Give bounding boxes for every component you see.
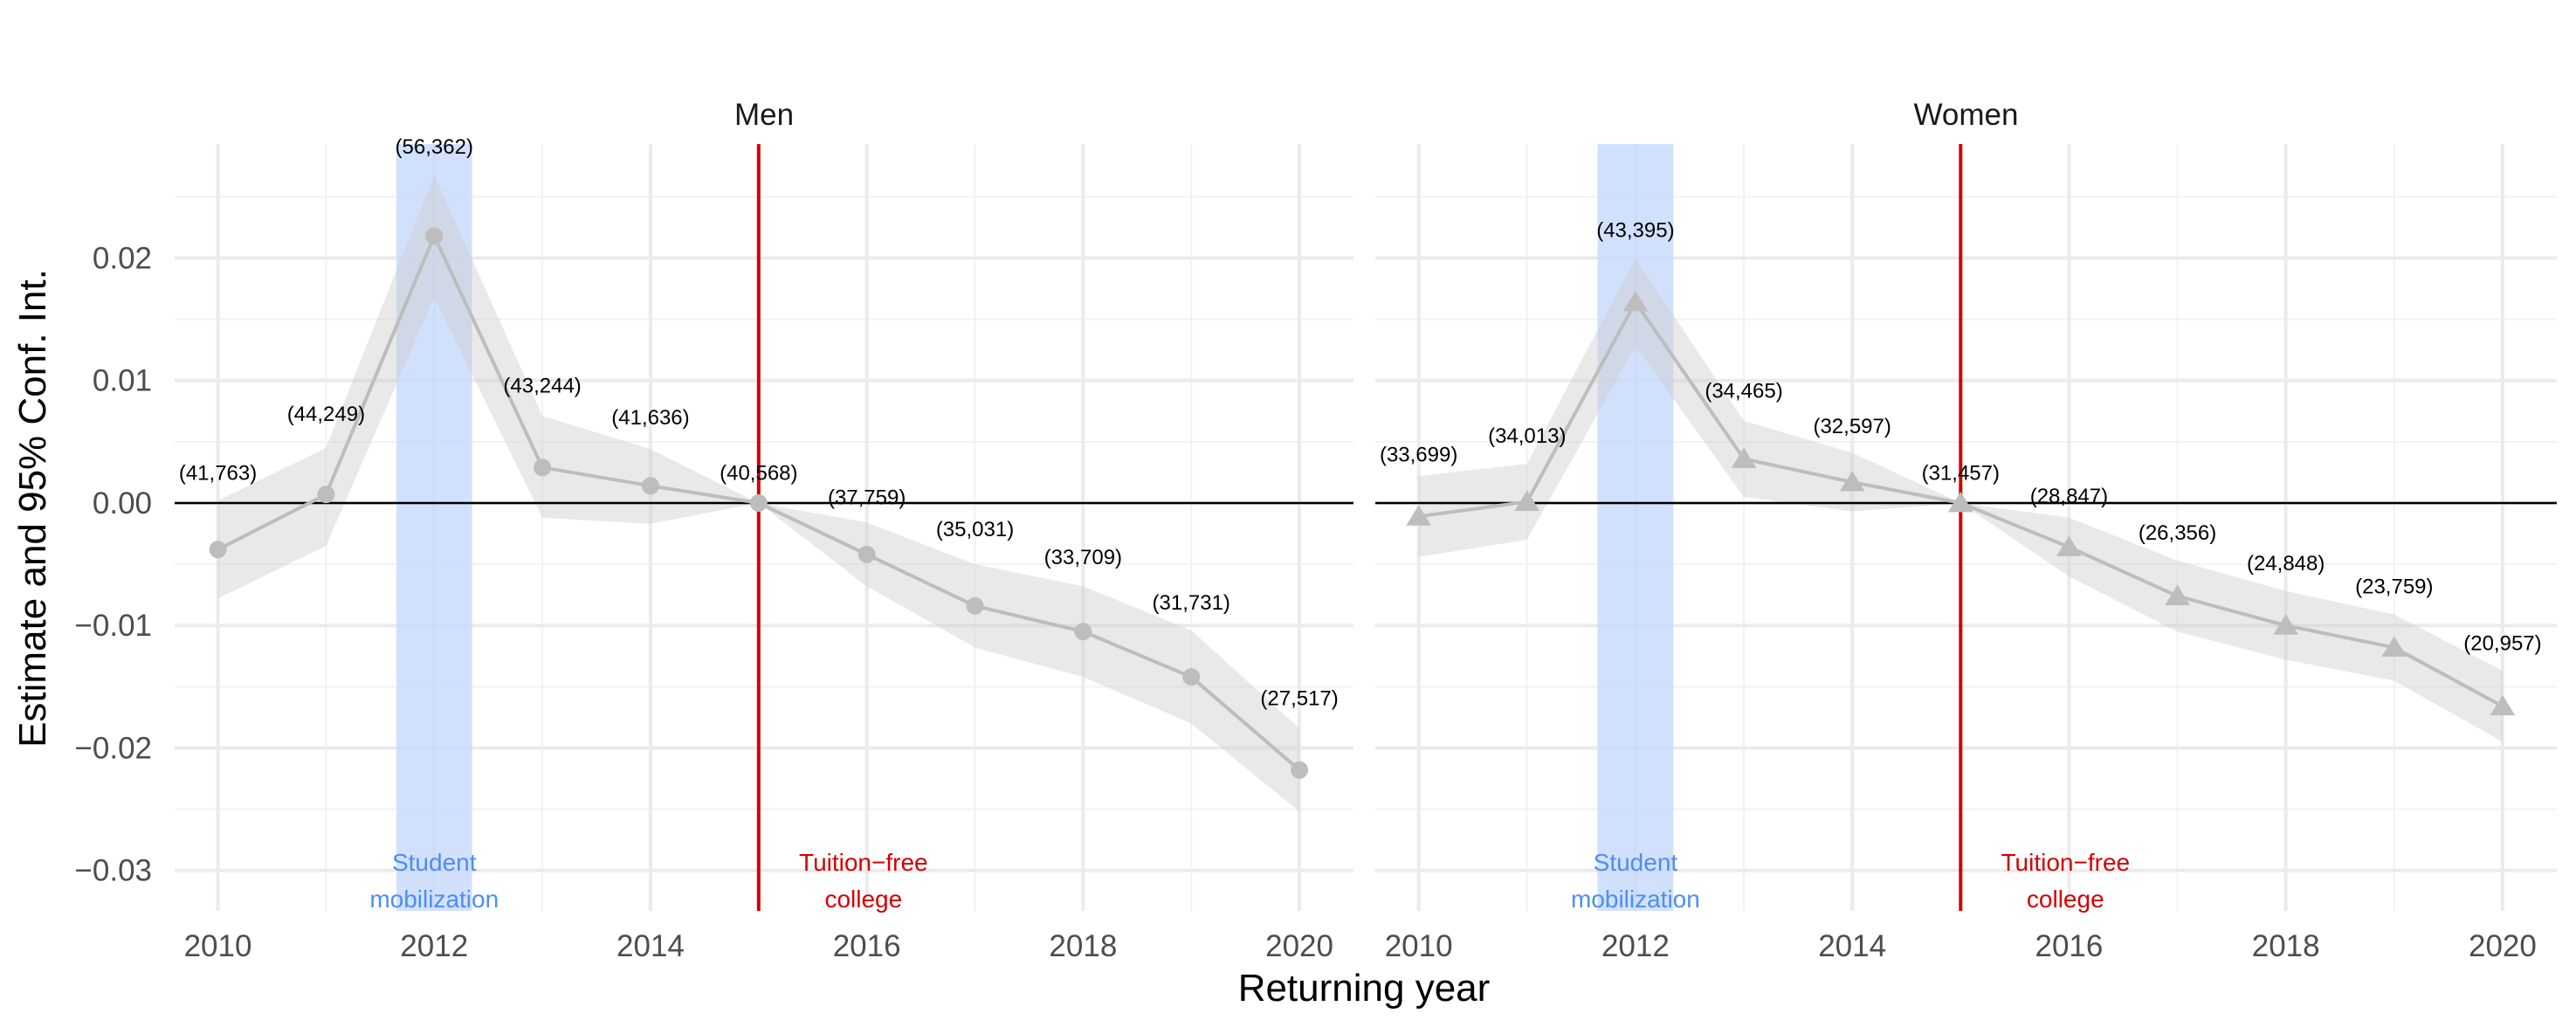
count-label: (56,362)	[396, 135, 473, 159]
count-label: (28,847)	[2030, 485, 2108, 508]
x-tick-label: 2018	[1049, 929, 1117, 963]
count-label: (35,031)	[936, 518, 1014, 541]
count-label: (43,395)	[1596, 219, 1674, 243]
count-label: (44,249)	[287, 403, 365, 426]
data-point	[1514, 490, 1540, 511]
x-tick-label: 2016	[833, 929, 901, 963]
y-tick-label: 0.02	[93, 241, 152, 275]
count-label: (40,568)	[720, 461, 797, 485]
data-point	[2056, 535, 2082, 556]
data-point	[2273, 614, 2298, 635]
x-tick-label: 2018	[2252, 929, 2320, 963]
panel-men: (41,763) (44,249) (56,362) (43,244) (41,636)…	[175, 98, 1353, 963]
mobilization-label: mobilization	[369, 886, 499, 913]
count-label: (37,759)	[828, 486, 906, 509]
data-point	[1182, 668, 1201, 686]
y-tick-label: 0.01	[93, 364, 152, 398]
count-label: (34,465)	[1705, 379, 1782, 403]
data-point	[1291, 761, 1309, 779]
x-tick-label: 2014	[616, 929, 685, 963]
y-axis-title: Estimate and 95% Conf. Int.	[11, 269, 54, 748]
count-label: (24,848)	[2247, 552, 2325, 576]
confidence-ribbon	[217, 175, 1300, 812]
panel-title: Women	[1914, 98, 2019, 132]
y-tick-label: 0.00	[93, 486, 152, 520]
data-point	[2490, 694, 2516, 716]
mobilization-label: Student	[392, 849, 477, 876]
data-point	[1074, 623, 1092, 641]
count-label: (26,356)	[2139, 521, 2216, 545]
data-point	[749, 493, 768, 512]
x-tick-label: 2012	[400, 929, 468, 963]
data-point	[1731, 447, 1757, 468]
mobilization-band	[1597, 144, 1674, 911]
data-point	[1622, 290, 1649, 312]
count-label: (34,013)	[1488, 424, 1566, 448]
count-label: (33,699)	[1380, 443, 1457, 466]
count-label: (27,517)	[1260, 686, 1338, 710]
count-label: (20,957)	[2463, 631, 2541, 655]
tuition-label: Tuition−free	[799, 849, 928, 876]
data-point	[858, 545, 876, 563]
tuition-label: college	[2027, 886, 2104, 913]
data-point	[209, 541, 227, 559]
y-axis: −0.03 −0.02 −0.01 0.00 0.01 0.02	[74, 241, 152, 887]
data-point	[425, 227, 444, 245]
count-label: (31,731)	[1153, 591, 1230, 615]
data-point	[641, 477, 659, 495]
tuition-label: college	[824, 886, 902, 913]
x-tick-label: 2016	[2035, 929, 2103, 963]
mobilization-band	[396, 144, 472, 911]
count-label: (33,709)	[1044, 546, 1122, 569]
mobilization-label: Student	[1594, 849, 1678, 876]
x-tick-label: 2012	[1601, 929, 1670, 963]
data-point	[1406, 505, 1431, 526]
x-axis-title: Returning year	[1238, 967, 1491, 1010]
mobilization-label: mobilization	[1571, 886, 1700, 913]
y-tick-label: −0.01	[74, 609, 152, 643]
x-tick-label: 2014	[1818, 929, 1886, 963]
x-tick-label: 2010	[184, 929, 252, 963]
data-point	[966, 596, 984, 615]
count-label: (31,457)	[1922, 461, 2000, 485]
count-label: (23,759)	[2355, 576, 2433, 599]
tuition-label: Tuition−free	[2001, 849, 2130, 876]
data-point	[534, 458, 552, 477]
panel-title: Men	[734, 98, 794, 132]
data-point	[1839, 471, 1865, 492]
x-tick-label: 2020	[2469, 929, 2537, 963]
y-tick-label: −0.02	[74, 731, 152, 765]
count-label: (43,244)	[503, 375, 581, 398]
count-label: (41,636)	[611, 406, 689, 430]
x-tick-label: 2020	[1265, 929, 1333, 963]
count-label: (32,597)	[1813, 415, 1891, 438]
y-tick-label: −0.03	[74, 854, 152, 888]
data-point	[2165, 584, 2190, 605]
x-tick-label: 2010	[1385, 929, 1453, 963]
data-point	[1947, 491, 1973, 513]
data-point	[2381, 636, 2407, 657]
count-label: (41,763)	[179, 461, 257, 485]
panel-women: (33,699) (34,013) (43,395) (34,465) (32,597)…	[1375, 98, 2557, 963]
data-point	[317, 486, 335, 504]
